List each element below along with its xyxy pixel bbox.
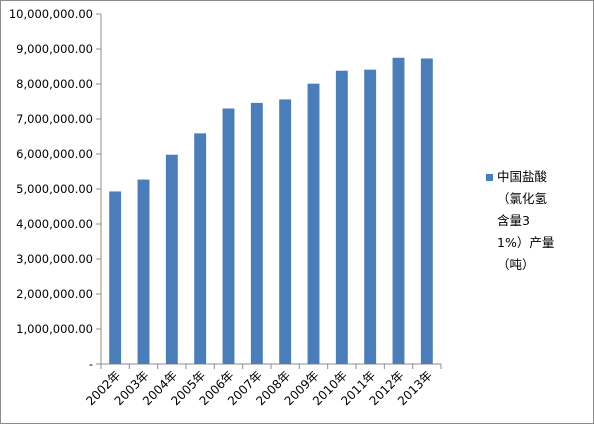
x-axis-tick-labels: 2002年2003年2004年2005年2006年2007年2008年2009年… [83,368,435,408]
y-axis-tick-labels: - 1,000,000.00 2,000,000.00 3,000,000.00 4,0… [9,7,93,371]
y-tick-label: 6,000,000.00 [16,147,93,161]
y-tick-label: 7,000,000.00 [16,112,93,126]
y-tick-label: 5,000,000.00 [16,182,93,196]
bar [194,133,207,364]
y-tick-label: 3,000,000.00 [16,252,93,266]
bar [109,191,122,364]
axes [96,13,442,369]
bar [279,99,292,365]
bar [307,83,320,365]
y-tick-label: 8,000,000.00 [16,77,93,91]
y-tick-label: 10,000,000.00 [9,7,93,21]
bar [165,154,178,364]
bar [250,102,263,365]
y-tick-label: 9,000,000.00 [16,42,93,56]
bar [335,70,348,364]
bar [364,69,377,365]
y-tick-label: 1,000,000.00 [16,322,93,336]
y-tick-label: 4,000,000.00 [16,217,93,231]
y-tick-label: 2,000,000.00 [16,287,93,301]
bar [392,57,405,364]
bars [109,57,433,365]
y-tick-label: - [89,357,93,371]
legend-swatch [486,174,493,181]
bar [137,179,150,364]
bar [222,108,235,364]
legend: 中国盐酸（氯化氢含量31%）产量（吨） [486,166,556,276]
bar [420,58,433,364]
legend-label: 中国盐酸（氯化氢含量31%）产量（吨） [497,169,555,272]
